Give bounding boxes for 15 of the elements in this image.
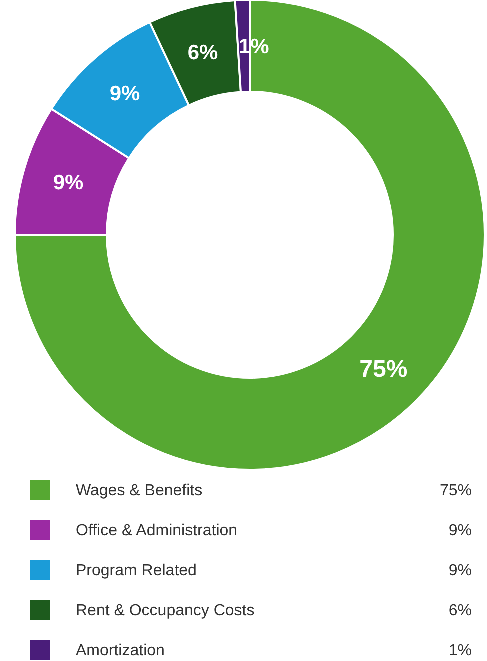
- legend-label: Office & Administration: [76, 522, 238, 540]
- data-label: 9%: [53, 172, 84, 195]
- legend-label: Program Related: [76, 562, 197, 580]
- data-label: 75%: [360, 356, 408, 384]
- data-label: 6%: [188, 41, 218, 64]
- text: 75%: [440, 482, 472, 500]
- text: 9%: [448, 522, 472, 540]
- legend-label: Amortization: [76, 642, 165, 660]
- text: 6%: [448, 602, 472, 620]
- donut-slice: [14, 0, 486, 471]
- legend-label: Wages & Benefits: [76, 482, 203, 500]
- text: 1%: [448, 642, 472, 660]
- data-label: 9%: [110, 82, 141, 106]
- legend-label: Rent & Occupancy Costs: [76, 602, 255, 620]
- text: 9%: [448, 562, 472, 580]
